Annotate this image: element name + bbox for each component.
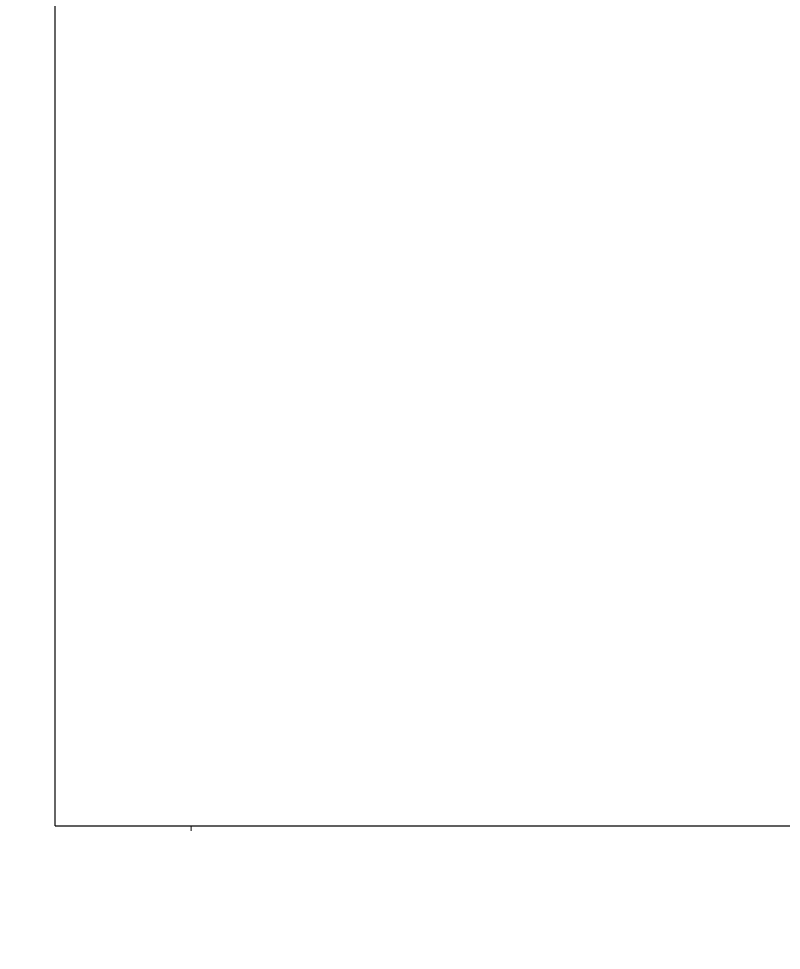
forest-plot xyxy=(0,0,800,969)
